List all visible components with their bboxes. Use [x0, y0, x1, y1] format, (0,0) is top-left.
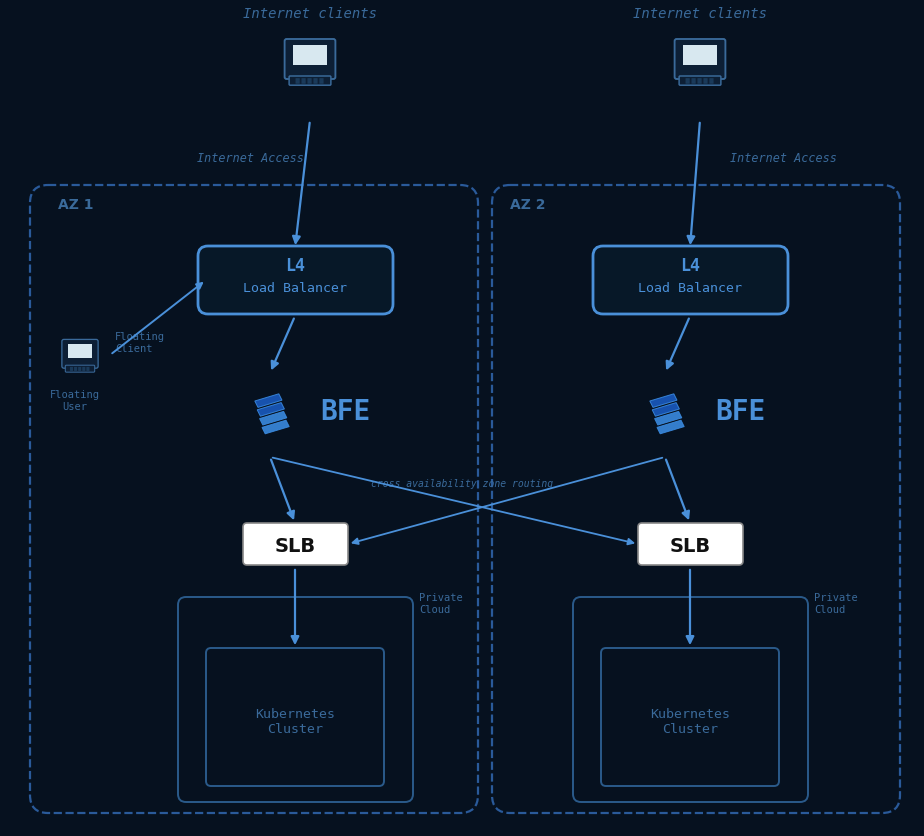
Text: Private
Cloud: Private Cloud	[419, 594, 463, 615]
Text: Load Balancer: Load Balancer	[638, 282, 742, 295]
FancyBboxPatch shape	[243, 523, 348, 565]
Polygon shape	[260, 411, 286, 425]
FancyBboxPatch shape	[308, 78, 311, 81]
FancyBboxPatch shape	[320, 78, 323, 81]
FancyBboxPatch shape	[79, 367, 81, 369]
FancyBboxPatch shape	[70, 369, 73, 371]
Text: Internet clients: Internet clients	[633, 7, 767, 21]
FancyBboxPatch shape	[698, 78, 701, 81]
Text: AZ 2: AZ 2	[510, 198, 545, 212]
FancyBboxPatch shape	[62, 339, 98, 368]
FancyBboxPatch shape	[698, 81, 701, 84]
Polygon shape	[257, 403, 285, 416]
Text: SLB: SLB	[274, 537, 316, 555]
FancyBboxPatch shape	[289, 76, 331, 85]
Text: cross availability zone routing: cross availability zone routing	[371, 479, 553, 489]
FancyBboxPatch shape	[66, 365, 94, 372]
FancyBboxPatch shape	[198, 246, 393, 314]
FancyBboxPatch shape	[79, 369, 81, 371]
FancyBboxPatch shape	[686, 78, 689, 81]
FancyBboxPatch shape	[686, 81, 689, 84]
Polygon shape	[652, 403, 679, 416]
FancyBboxPatch shape	[675, 39, 725, 79]
Polygon shape	[657, 421, 684, 434]
FancyBboxPatch shape	[703, 78, 708, 81]
FancyBboxPatch shape	[293, 44, 327, 65]
FancyBboxPatch shape	[691, 81, 696, 84]
Polygon shape	[255, 394, 282, 407]
FancyBboxPatch shape	[68, 344, 91, 359]
FancyBboxPatch shape	[492, 185, 900, 813]
Text: Floating
User: Floating User	[50, 390, 100, 412]
Polygon shape	[654, 411, 682, 425]
FancyBboxPatch shape	[30, 185, 478, 813]
FancyBboxPatch shape	[74, 369, 77, 371]
FancyBboxPatch shape	[206, 648, 384, 786]
FancyBboxPatch shape	[178, 597, 413, 802]
FancyBboxPatch shape	[296, 81, 299, 84]
Text: Internet Access: Internet Access	[730, 152, 837, 165]
FancyBboxPatch shape	[296, 78, 299, 81]
FancyBboxPatch shape	[82, 367, 85, 369]
FancyBboxPatch shape	[313, 78, 318, 81]
Text: Kubernetes
Cluster: Kubernetes Cluster	[255, 708, 335, 736]
Text: Private
Cloud: Private Cloud	[814, 594, 857, 615]
FancyBboxPatch shape	[573, 597, 808, 802]
FancyBboxPatch shape	[320, 81, 323, 84]
FancyBboxPatch shape	[301, 78, 306, 81]
FancyBboxPatch shape	[308, 81, 311, 84]
Polygon shape	[650, 394, 677, 407]
FancyBboxPatch shape	[601, 648, 779, 786]
FancyBboxPatch shape	[679, 76, 721, 85]
FancyBboxPatch shape	[285, 39, 335, 79]
Text: Floating
Client: Floating Client	[115, 333, 165, 354]
Text: L4: L4	[680, 257, 700, 275]
FancyBboxPatch shape	[593, 246, 788, 314]
FancyBboxPatch shape	[710, 78, 713, 81]
FancyBboxPatch shape	[683, 44, 717, 65]
FancyBboxPatch shape	[301, 81, 306, 84]
FancyBboxPatch shape	[70, 367, 73, 369]
Text: BFE: BFE	[320, 398, 371, 426]
Text: Internet clients: Internet clients	[243, 7, 377, 21]
Polygon shape	[262, 421, 289, 434]
FancyBboxPatch shape	[691, 78, 696, 81]
FancyBboxPatch shape	[86, 367, 90, 369]
FancyBboxPatch shape	[703, 81, 708, 84]
Text: AZ 1: AZ 1	[58, 198, 93, 212]
FancyBboxPatch shape	[710, 81, 713, 84]
Text: Kubernetes
Cluster: Kubernetes Cluster	[650, 708, 730, 736]
Text: Load Balancer: Load Balancer	[243, 282, 347, 295]
FancyBboxPatch shape	[86, 369, 90, 371]
FancyBboxPatch shape	[313, 81, 318, 84]
Text: L4: L4	[285, 257, 305, 275]
Text: BFE: BFE	[715, 398, 765, 426]
FancyBboxPatch shape	[82, 369, 85, 371]
Text: Internet Access: Internet Access	[197, 152, 303, 165]
FancyBboxPatch shape	[638, 523, 743, 565]
FancyBboxPatch shape	[74, 367, 77, 369]
Text: SLB: SLB	[669, 537, 711, 555]
